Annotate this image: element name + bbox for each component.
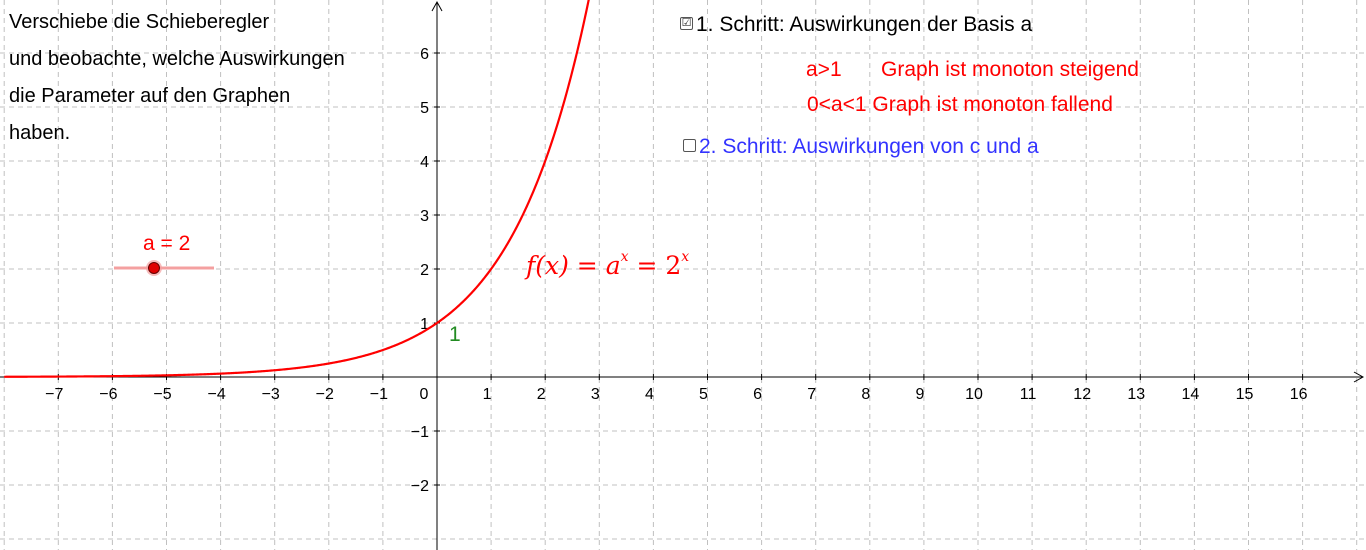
x-tick-label: 4 [645, 386, 654, 403]
x-tick-label: −5 [153, 386, 171, 403]
instruction-line: die Parameter auf den Graphen [9, 85, 291, 107]
x-tick-label: 2 [537, 386, 546, 403]
x-tick-label: 5 [699, 386, 708, 403]
checkbox-checked-icon[interactable]: ☑ [680, 16, 693, 30]
x-tick-label: 12 [1073, 386, 1091, 403]
step1-checkbox[interactable]: ☑ 1. Schritt: Auswirkungen der Basis a [680, 13, 1032, 37]
x-tick-label: 15 [1236, 386, 1254, 403]
step2-checkbox[interactable]: 2. Schritt: Auswirkungen von c und a [683, 135, 1039, 159]
x-tick-label: −3 [262, 386, 280, 403]
rule1-condition: a>1 [806, 58, 842, 81]
y-tick-label: 6 [420, 46, 429, 63]
y-tick-label: 4 [420, 154, 429, 171]
rule2-text: 0<a<1 Graph ist monoton fallend [807, 93, 1113, 116]
instruction-line: Verschiebe die Schieberegler [9, 11, 270, 33]
x-tick-label: −1 [370, 386, 388, 403]
x-tick-label: 13 [1127, 386, 1145, 403]
x-tick-label: 3 [591, 386, 600, 403]
x-tick-label: −2 [316, 386, 334, 403]
checkbox-unchecked-icon[interactable] [683, 138, 696, 152]
y-axis-arrow [431, 0, 443, 12]
x-tick-label: 10 [965, 386, 983, 403]
x-tick-label: 1 [483, 386, 492, 403]
y-tick-label: 5 [420, 100, 429, 117]
formula-exp1: x [620, 249, 629, 265]
slider-label: a = 2 [143, 232, 191, 255]
y-tick-label: −1 [411, 424, 429, 441]
x-tick-label: 0 [420, 386, 429, 403]
formula-exp2: x [681, 249, 690, 265]
rule1-text: Graph ist monoton steigend [881, 58, 1139, 81]
y-tick-label: 3 [420, 208, 429, 225]
instruction-line: und beobachte, welche Auswirkungen [9, 48, 345, 70]
x-tick-label: 11 [1020, 386, 1037, 403]
step2-label[interactable]: 2. Schritt: Auswirkungen von c und a [699, 135, 1039, 158]
x-tick-label: 8 [861, 386, 870, 403]
x-tick-label: 7 [807, 386, 816, 403]
x-tick-label: −6 [99, 386, 117, 403]
instructions-text: Verschiebe die Schieberegler und beobach… [9, 4, 429, 152]
slider-a[interactable] [114, 260, 214, 276]
y-tick-label: −2 [411, 478, 429, 495]
x-tick-label: −4 [207, 386, 225, 403]
x-tick-label: 14 [1182, 386, 1200, 403]
formula-lhs: f(x) = a [526, 251, 621, 280]
function-formula: f(x) = ax = 2x [526, 249, 689, 280]
y-tick-label: 1 [420, 316, 429, 333]
x-axis-arrow [1353, 371, 1365, 383]
slider-knob[interactable] [148, 262, 160, 274]
tick-labels: −7 −6 −5 −4 −3 −2 −1 0 1 2 3 4 5 6 7 8 9 10 11 12 13 14 15 16−2… [45, 46, 1307, 495]
x-tick-label: 9 [915, 386, 924, 403]
step1-label[interactable]: 1. Schritt: Auswirkungen der Basis a [696, 13, 1033, 36]
x-tick-label: 6 [753, 386, 762, 403]
intercept-label: 1 [449, 323, 461, 346]
instruction-line: haben. [9, 122, 71, 144]
formula-mid: = 2 [628, 251, 682, 280]
y-tick-label: 2 [420, 262, 429, 279]
function-graph[interactable] [4, 0, 590, 378]
x-tick-label: 16 [1290, 386, 1308, 403]
x-tick-label: −7 [45, 386, 63, 403]
